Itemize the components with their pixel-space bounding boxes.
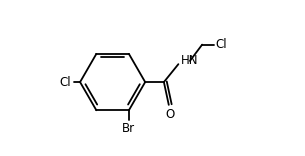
Text: Cl: Cl — [215, 38, 227, 51]
Text: HN: HN — [181, 54, 199, 67]
Text: O: O — [165, 108, 174, 121]
Text: Br: Br — [122, 122, 135, 135]
Text: Cl: Cl — [59, 76, 71, 89]
